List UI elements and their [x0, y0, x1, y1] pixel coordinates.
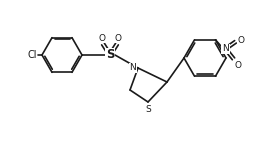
- Text: N: N: [129, 64, 136, 72]
- Text: Cl: Cl: [28, 50, 37, 60]
- Text: O: O: [238, 36, 245, 45]
- Text: O: O: [99, 34, 105, 43]
- Text: S: S: [106, 49, 114, 61]
- Text: N: N: [222, 44, 229, 53]
- Text: O: O: [115, 34, 121, 43]
- Text: O: O: [235, 61, 242, 70]
- Text: S: S: [145, 105, 151, 114]
